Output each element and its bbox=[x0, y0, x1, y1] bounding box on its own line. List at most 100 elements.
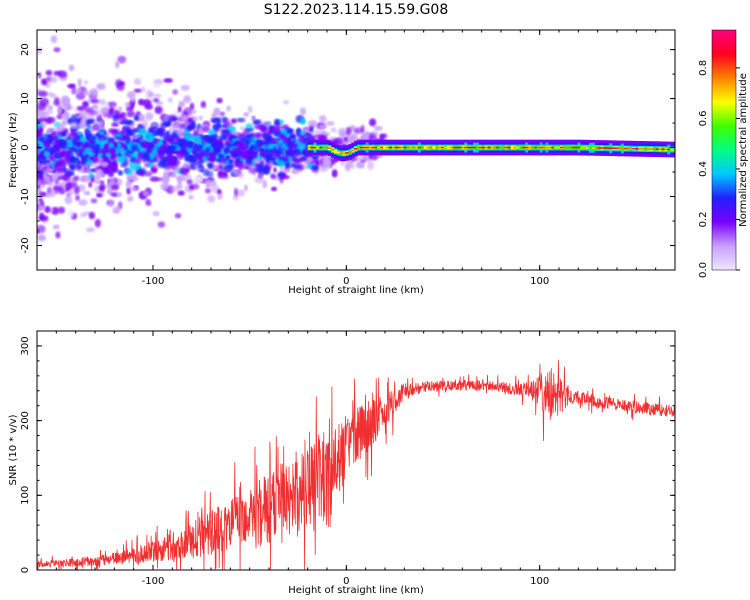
spectrogram-cell bbox=[204, 188, 211, 194]
spectrogram-cell bbox=[178, 100, 186, 108]
spectrogram-cell bbox=[50, 93, 57, 99]
snr-y-tick-label: 100 bbox=[20, 486, 31, 505]
spectrogram-cell bbox=[88, 152, 96, 157]
spectrogram-cell bbox=[238, 132, 246, 139]
spectrogram-cell bbox=[207, 194, 216, 203]
figure-title: S122.2023.114.15.59.G08 bbox=[264, 2, 449, 18]
spectrogram-cell bbox=[167, 97, 173, 103]
spectrogram-cell bbox=[386, 146, 390, 149]
spectrogram-cell bbox=[79, 110, 84, 118]
spectrogram-cell bbox=[44, 205, 51, 213]
spectrogram-cell bbox=[126, 91, 136, 99]
spectrogram-cell bbox=[54, 148, 61, 153]
spectrogram-x-axis-label: Height of straight line (km) bbox=[288, 285, 424, 296]
spectrogram-cell bbox=[85, 106, 94, 113]
spectrogram-cell bbox=[193, 176, 204, 183]
spectrogram-cell bbox=[507, 146, 512, 149]
spectrogram-cell bbox=[365, 146, 370, 149]
spectrogram-cell bbox=[284, 158, 289, 163]
spectrogram-cell bbox=[187, 117, 194, 124]
spectrogram-cell bbox=[577, 146, 581, 149]
spectrogram-cell bbox=[548, 146, 552, 149]
snr-panel: -100 0 100 0 100 200 300 Height of strai… bbox=[8, 330, 676, 596]
spectrogram-cell bbox=[80, 212, 87, 218]
spectrogram-cell bbox=[74, 185, 80, 195]
spectrogram-cell bbox=[316, 146, 320, 149]
spectrogram-cell bbox=[197, 163, 204, 169]
spectrogram-cell bbox=[285, 128, 294, 134]
spectrogram-cells bbox=[37, 35, 675, 242]
spectrogram-cell bbox=[64, 103, 69, 111]
spectrogram-cell bbox=[45, 129, 54, 136]
spectrogram-cell bbox=[371, 146, 375, 149]
spectrogram-cell bbox=[217, 189, 222, 195]
spectrogram-cell bbox=[94, 218, 101, 228]
colorbar-label: Normalized spectral amplitude bbox=[738, 73, 749, 227]
spectrogram-cell bbox=[75, 152, 84, 158]
spectrogram-cell bbox=[57, 206, 66, 214]
spectrogram-cell bbox=[109, 106, 114, 114]
spectrogram-cell bbox=[116, 155, 126, 163]
spectrogram-cell bbox=[205, 147, 211, 152]
spectrogram-cell bbox=[155, 128, 162, 135]
spectrogram-cell bbox=[271, 186, 277, 192]
spectrogram-cell bbox=[48, 105, 53, 111]
spectrogram-ticks bbox=[37, 30, 676, 271]
spectrogram-cell bbox=[658, 148, 663, 150]
spectrogram-cell bbox=[37, 167, 42, 174]
spectrogram-cell bbox=[40, 112, 50, 119]
spectrogram-cell bbox=[152, 149, 158, 155]
spectrogram-cell bbox=[98, 130, 106, 136]
spectrogram-cell bbox=[652, 148, 657, 150]
spectrogram-cell bbox=[338, 127, 347, 135]
spectrogram-cell bbox=[247, 166, 256, 174]
spectrogram-cell bbox=[618, 147, 622, 150]
spectrogram-cell bbox=[635, 148, 639, 150]
spectrogram-cell bbox=[330, 127, 337, 133]
spectrogram-cell bbox=[612, 147, 616, 149]
spectrogram-cell bbox=[38, 191, 46, 197]
spectrogram-cell bbox=[227, 125, 236, 133]
spectrogram-cell bbox=[641, 148, 645, 150]
spectrogram-cell bbox=[125, 180, 132, 188]
spectrogram-cell bbox=[261, 131, 268, 137]
spectrogram-cell bbox=[88, 89, 98, 94]
spectrogram-cell bbox=[649, 148, 654, 150]
spectrogram-cell bbox=[110, 192, 118, 197]
spectrogram-cell bbox=[155, 101, 164, 106]
snr-x-tick-label: 0 bbox=[343, 576, 349, 587]
spectrogram-cell bbox=[216, 97, 223, 104]
spectrogram-cell bbox=[586, 147, 590, 149]
spectrogram-cell bbox=[525, 146, 529, 149]
spectrogram-cell bbox=[115, 60, 120, 69]
spectrogram-cell bbox=[620, 147, 625, 150]
spectrogram-cell bbox=[270, 173, 277, 179]
spectrogram-cell bbox=[239, 125, 244, 131]
spectrogram-cell bbox=[409, 146, 413, 149]
spectrogram-y-tick-label: 10 bbox=[20, 92, 31, 105]
spectrogram-cell bbox=[157, 221, 166, 228]
spectrogram-cell bbox=[37, 154, 46, 161]
spectrogram-cell bbox=[379, 133, 388, 139]
spectrogram-cell bbox=[86, 227, 95, 233]
spectrogram-cell bbox=[268, 160, 275, 168]
spectrogram-cell bbox=[88, 155, 94, 161]
spectrogram-cell bbox=[53, 97, 61, 106]
spectrogram-cell bbox=[252, 119, 261, 125]
spectrogram-cell bbox=[369, 118, 377, 127]
spectrogram-cell bbox=[65, 171, 75, 176]
spectrogram-cell bbox=[64, 195, 73, 205]
spectrogram-cell bbox=[67, 190, 73, 197]
spectrogram-cell bbox=[133, 78, 142, 86]
spectrogram-cell bbox=[81, 155, 88, 163]
spectrogram-cell bbox=[313, 146, 317, 149]
spectrogram-cell bbox=[267, 143, 275, 150]
spectrogram-cell bbox=[397, 146, 402, 149]
spectrogram-cell bbox=[355, 161, 361, 169]
spectrogram-cell bbox=[262, 166, 271, 175]
spectrogram-cell bbox=[311, 165, 319, 171]
spectrogram-cell bbox=[274, 149, 283, 155]
spectrogram-cell bbox=[533, 146, 538, 149]
spectrogram-cell bbox=[318, 123, 327, 130]
